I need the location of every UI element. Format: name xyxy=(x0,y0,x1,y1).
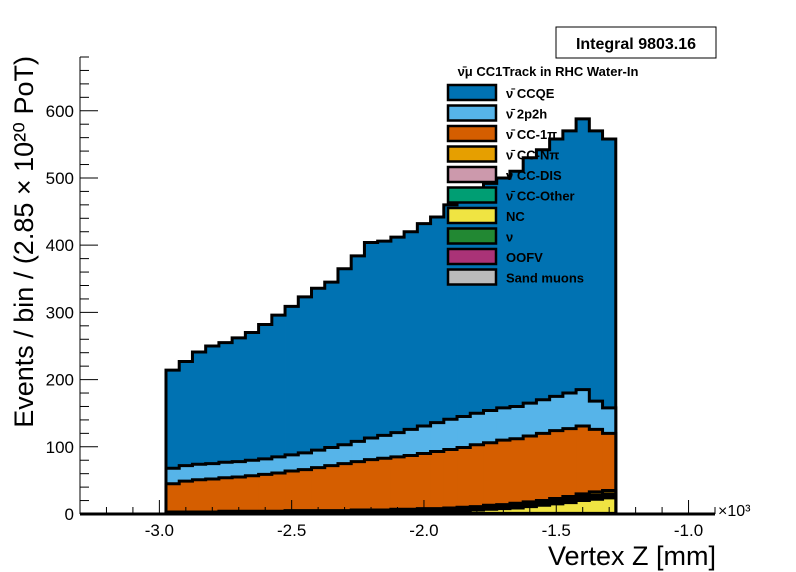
bar xyxy=(589,499,603,514)
legend-label: ν̄ CC-1π xyxy=(506,127,557,142)
bar xyxy=(218,477,233,514)
x-axis-title: Vertex Z [mm] xyxy=(548,541,716,571)
legend-label: ν̄ CCQE xyxy=(506,86,555,101)
y-tick-label: 100 xyxy=(46,438,74,457)
integral-label: Integral 9803.16 xyxy=(576,36,696,53)
y-tick-label: 300 xyxy=(46,303,74,322)
bar xyxy=(549,430,564,514)
legend-label: ν̄ CC-Nπ xyxy=(506,148,559,163)
bar xyxy=(576,425,590,514)
bar xyxy=(523,436,537,514)
bar xyxy=(404,455,418,514)
axes: 0 100 200 300 400 500 600 -3.0 -2.5 -2.0 -1.5 -1.0 xyxy=(46,56,716,540)
legend-entry: ν xyxy=(446,227,513,245)
legend-label: ν xyxy=(506,230,513,245)
legend-entry: Sand muons xyxy=(446,268,584,286)
x-tick-label: -3.0 xyxy=(145,521,174,540)
legend-label: ν̄ CC-DIS xyxy=(506,168,562,183)
legend-swatch xyxy=(446,247,498,266)
legend-swatch xyxy=(446,186,498,204)
legend-label: OOFV xyxy=(506,250,543,265)
bar xyxy=(483,442,498,514)
bar xyxy=(457,447,471,514)
legend-entry: ν̄ CC-Other xyxy=(446,186,575,204)
bar xyxy=(324,465,339,514)
legend-swatch xyxy=(446,165,498,184)
bar xyxy=(536,505,551,514)
bar xyxy=(285,470,299,514)
y-tick-label: 500 xyxy=(46,169,74,188)
x-tick-label: -1.0 xyxy=(674,521,703,540)
chart-title: ν̄μ CC1Track in RHC Water-In xyxy=(458,64,639,79)
legend-entry: OOFV xyxy=(446,247,543,266)
legend-label: ν̄ CC-Other xyxy=(506,189,575,204)
bar xyxy=(602,497,617,514)
legend-entry: ν̄ CC-Nπ xyxy=(446,145,559,163)
bar xyxy=(377,458,392,514)
series-cc-1- xyxy=(164,424,618,514)
legend-swatch xyxy=(446,145,498,163)
bar xyxy=(192,479,207,514)
series-outline xyxy=(164,424,618,514)
legend-swatch xyxy=(446,104,498,122)
bar xyxy=(483,509,498,514)
x-tick-label: -1.5 xyxy=(542,521,571,540)
bar xyxy=(390,456,405,514)
bar xyxy=(364,459,379,514)
bar xyxy=(562,502,577,514)
legend-entry: ν̄ CCQE xyxy=(446,83,555,102)
bar xyxy=(271,473,286,514)
y-tick-label: 0 xyxy=(65,505,74,524)
integral-box: Integral 9803.16 xyxy=(555,26,717,59)
y-tick-label: 600 xyxy=(46,102,74,121)
legend-label: NC xyxy=(506,209,525,224)
legend-swatch xyxy=(446,83,498,102)
bar xyxy=(509,438,524,514)
bar xyxy=(562,428,577,514)
bar xyxy=(245,475,259,514)
bar xyxy=(179,481,193,514)
bar xyxy=(165,483,180,514)
legend-entry: NC xyxy=(446,206,525,225)
series-outline xyxy=(164,388,618,514)
series-outline xyxy=(164,117,618,514)
legend-swatch xyxy=(446,124,498,143)
y-tick-label: 400 xyxy=(46,236,74,255)
x-tick-label: -2.0 xyxy=(409,521,438,540)
bar xyxy=(509,507,524,514)
legend-swatch xyxy=(446,268,498,286)
x-tick-label: -2.5 xyxy=(277,521,306,540)
bar xyxy=(536,433,551,514)
bar xyxy=(311,467,326,514)
y-tick-label: 200 xyxy=(46,371,74,390)
bar xyxy=(337,463,352,514)
y-axis-title: Events / bin / (2.85 × 10²⁰ PoT) xyxy=(9,56,39,428)
bar xyxy=(205,479,220,514)
legend-swatch xyxy=(446,227,498,245)
bar xyxy=(470,444,484,514)
legend-entry: ν̄ CC-DIS xyxy=(446,165,562,184)
x-axis-multiplier: ×10³ xyxy=(718,503,751,520)
legend-label: ν̄ 2p2h xyxy=(506,107,547,122)
bar xyxy=(232,477,246,514)
bar xyxy=(258,474,273,514)
legend-swatch xyxy=(446,206,498,225)
bar xyxy=(351,461,365,514)
bar xyxy=(298,469,312,514)
legend: ν̄ CCQE ν̄ 2p2h ν̄ CC-1π ν̄ CC-Nπ ν̄ CC-DIS ν… xyxy=(446,83,584,286)
bar xyxy=(430,451,445,514)
bar xyxy=(417,453,431,514)
bar xyxy=(496,440,511,514)
bar xyxy=(443,449,458,514)
legend-label: Sand muons xyxy=(506,271,584,286)
legend-entry: ν̄ 2p2h xyxy=(446,104,547,122)
legend-entry: ν̄ CC-1π xyxy=(446,124,557,143)
